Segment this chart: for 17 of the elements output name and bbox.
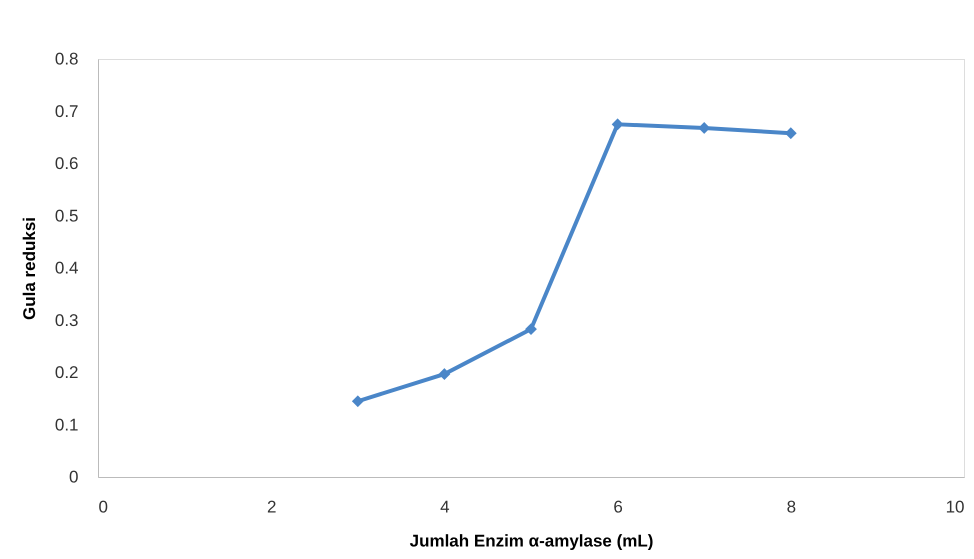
y-axis-title: Gula reduksi bbox=[20, 217, 39, 320]
y-tick-label: 0.7 bbox=[54, 102, 78, 121]
y-tick-label: 0.5 bbox=[54, 206, 78, 226]
y-tick-label: 0.6 bbox=[54, 154, 78, 173]
y-tick-label: 0.4 bbox=[54, 258, 78, 278]
x-tick-label: 8 bbox=[786, 498, 796, 516]
x-tick-label: 4 bbox=[440, 498, 450, 516]
y-tick-label: 0 bbox=[69, 468, 78, 486]
x-tick-label: 10 bbox=[946, 498, 964, 516]
y-tick-label: 0.8 bbox=[54, 50, 78, 68]
x-tick-label: 2 bbox=[266, 498, 276, 516]
y-tick-label: 0.3 bbox=[54, 310, 78, 330]
x-tick-label: 0 bbox=[98, 498, 108, 516]
x-axis-title: Jumlah Enzim α-amylase (mL) bbox=[410, 532, 654, 550]
y-tick-label: 0.2 bbox=[54, 363, 78, 382]
y-tick-label: 0.1 bbox=[54, 415, 78, 434]
x-tick-label: 6 bbox=[613, 498, 623, 516]
